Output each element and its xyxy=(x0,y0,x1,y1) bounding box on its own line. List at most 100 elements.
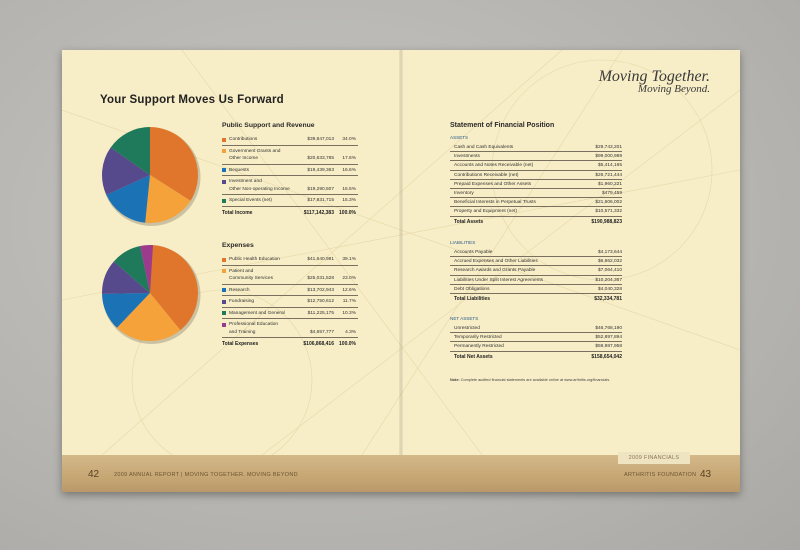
statement-row: Liabilities Under Split Interest Agreeme… xyxy=(450,276,622,285)
statement-row: Accrued Expenses and Other Liabilities $6… xyxy=(450,257,622,267)
row-label: Investments xyxy=(454,154,480,160)
amount: $19,290,507 xyxy=(307,186,334,192)
statement-row: Debt Obligations $4,040,328 xyxy=(450,285,622,294)
row-label: Cash and Cash Equivalents xyxy=(454,145,514,150)
amount: $7,064,410 xyxy=(597,268,622,274)
logo: Moving Together. Moving Beyond. xyxy=(599,68,710,95)
page-number: 43 xyxy=(700,469,712,480)
page-number: 42 xyxy=(88,469,100,480)
amount: $17,931,715 xyxy=(307,198,334,203)
row-label: Special Events (net) xyxy=(229,198,272,203)
row-label: Professional Education xyxy=(229,322,279,327)
pie-slice xyxy=(116,293,181,341)
pie-slice xyxy=(150,245,198,331)
pie-slice xyxy=(102,261,150,294)
row-label: Inventory xyxy=(454,190,474,196)
amount: $11,225,175 xyxy=(307,310,334,316)
statement-title: Statement of Financial Position xyxy=(450,122,555,129)
statement-row: Inventory $479,459 xyxy=(450,189,622,199)
color-swatch xyxy=(222,322,226,327)
color-swatch xyxy=(222,288,226,293)
color-swatch xyxy=(222,299,226,304)
amount: $19,439,363 xyxy=(307,167,334,173)
row-label: Contributions Receivable (net) xyxy=(454,172,519,178)
total-amount: $32,334,781 xyxy=(594,295,622,302)
percent: 16.5% xyxy=(342,186,356,192)
statement-row: Permanently Restricted $59,987,958 xyxy=(450,342,622,352)
color-swatch xyxy=(222,311,226,316)
color-swatch xyxy=(222,269,226,274)
statement-row: Prepaid Expenses and Other Assets $1,960,… xyxy=(450,180,622,189)
spine xyxy=(399,50,403,455)
footer-text: 2009 ANNUAL REPORT | MOVING TOGETHER. MO… xyxy=(114,472,298,478)
pie-slice xyxy=(106,175,150,223)
statement-row: Temporarily Restricted $52,897,894 xyxy=(450,333,622,343)
color-swatch xyxy=(222,257,226,262)
table-row: Contributions $39,847,013 34.0% xyxy=(222,135,358,146)
row-label: Other Income xyxy=(229,156,259,161)
color-swatch xyxy=(222,149,226,154)
color-swatch xyxy=(222,137,226,142)
row-label: Patient and xyxy=(229,268,254,274)
report-spread: Your Support Moves Us Forward Statement … xyxy=(62,50,740,492)
percent: 12.6% xyxy=(342,287,356,293)
pie-slice xyxy=(140,245,154,293)
row-label: Management and General xyxy=(229,310,285,316)
logo-line: Moving Beyond. xyxy=(637,83,710,95)
total-row: Total Liabilities $32,334,781 xyxy=(450,294,622,304)
color-swatch xyxy=(222,168,226,173)
row-label: Public Health Education xyxy=(229,257,280,262)
row-label: Community Services xyxy=(229,276,273,281)
percent: 11.7% xyxy=(342,299,356,304)
amount: $46,768,190 xyxy=(595,326,622,331)
note-label: Note: xyxy=(450,378,460,382)
amount: $479,459 xyxy=(601,190,622,196)
row-label: Accounts Payable xyxy=(454,250,493,255)
table-row: Patient and Community Services $25,031,528… xyxy=(222,267,358,285)
amount: $1,960,221 xyxy=(597,181,622,187)
note: Note: Complete audited financial stateme… xyxy=(450,378,680,382)
percent: 34.0% xyxy=(342,137,356,142)
statement-group: Assets Cash and Cash Equivalents $29,743,2… xyxy=(450,135,622,227)
amount: $13,702,943 xyxy=(307,287,334,293)
row-label: Permanently Restricted xyxy=(454,344,504,350)
row-label: Government Grants and xyxy=(229,148,281,154)
statement-row: Investments $99,000,989 xyxy=(450,152,622,162)
total-label: Total Liabilities xyxy=(454,295,491,302)
row-label: and Training xyxy=(229,329,256,335)
table-row: Bequests $19,439,363 16.6% xyxy=(222,166,358,176)
pie-slice xyxy=(102,293,150,328)
row-label: Contributions xyxy=(229,137,258,142)
page-title: Your Support Moves Us Forward xyxy=(100,94,284,106)
total-label: Total Income xyxy=(222,209,253,216)
amount: $5,414,165 xyxy=(597,163,622,169)
statement-row: Research Awards and Grants Payable $7,064… xyxy=(450,266,622,276)
amount: $4,657,777 xyxy=(309,329,334,335)
amount: $10,571,332 xyxy=(595,209,622,215)
footer: 42 2009 ANNUAL REPORT | MOVING TOGETHER.… xyxy=(62,452,740,492)
pie-slice xyxy=(150,127,198,201)
total-amount: $106,868,416 xyxy=(303,341,334,347)
amount: $29,743,201 xyxy=(595,145,622,150)
row-label: Debt Obligations xyxy=(454,286,490,292)
percent: 10.3% xyxy=(342,310,356,316)
amount: $99,000,989 xyxy=(595,154,622,160)
row-label: Beneficial Interests in Perpetual Trusts xyxy=(454,200,536,206)
group-heading: Assets xyxy=(450,135,469,140)
total-amount: $190,988,823 xyxy=(591,218,622,225)
amount: $52,897,894 xyxy=(595,335,622,341)
percent: 15.3% xyxy=(342,198,356,203)
row-label: Temporarily Restricted xyxy=(454,335,502,341)
total-row: Total Expenses $106,868,416 100.0% xyxy=(222,339,358,351)
total-amount: $158,654,042 xyxy=(591,353,622,360)
amount: $12,750,612 xyxy=(307,299,334,304)
amount: $4,173,644 xyxy=(597,250,622,255)
group-heading: Liabilities xyxy=(450,240,476,245)
table-row: Management and General $11,225,175 10.3% xyxy=(222,309,358,319)
pie-charts xyxy=(102,127,201,344)
row-label: Fundraising xyxy=(229,299,255,304)
statement-group: Liabilities Accounts Payable $4,173,644 Acc… xyxy=(450,240,622,304)
statement-row: Accounts and Notes Receivable (net) $5,41… xyxy=(450,161,622,171)
row-label: Unrestricted xyxy=(454,326,480,331)
total-label: Total Assets xyxy=(454,218,484,225)
